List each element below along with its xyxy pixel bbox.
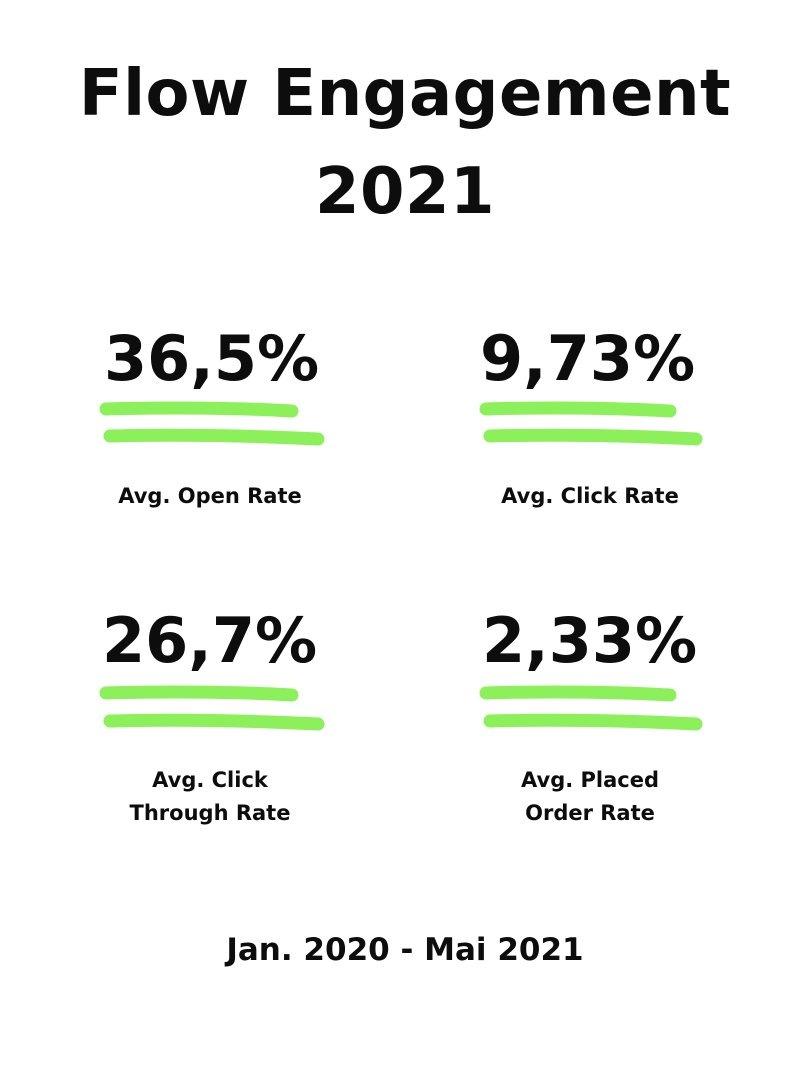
metric-value: 36,5%: [104, 322, 320, 395]
metric-label-line-1: Avg. Click: [152, 768, 268, 792]
metric-label-line-1: Avg. Placed: [521, 768, 659, 792]
metric-label: Avg. Click Rate: [501, 484, 679, 508]
double-underline-marker: [479, 685, 703, 731]
double-underline-marker: [99, 685, 325, 731]
metric-value: 2,33%: [482, 604, 698, 677]
double-underline-marker: [99, 401, 325, 446]
metric-click-rate: 9,73% Avg. Click Rate: [440, 320, 740, 530]
double-underline-marker: [479, 401, 703, 446]
metric-value: 26,7%: [102, 604, 318, 677]
page-title-line-1: Flow Engagement: [78, 57, 732, 131]
metric-value: 9,73%: [480, 322, 696, 395]
metric-click-through-rate: 26,7% Avg. Click Through Rate: [60, 602, 360, 842]
metric-label: Avg. Open Rate: [118, 484, 302, 508]
metric-label-line-2: Order Rate: [525, 801, 655, 825]
metric-placed-order-rate: 2,33% Avg. Placed Order Rate: [440, 602, 740, 842]
metric-open-rate: 36,5% Avg. Open Rate: [60, 320, 360, 530]
metric-label-line-2: Through Rate: [129, 801, 291, 825]
date-range: Jan. 2020 - Mai 2021: [226, 932, 584, 968]
page-title-line-2: 2021: [314, 155, 496, 229]
